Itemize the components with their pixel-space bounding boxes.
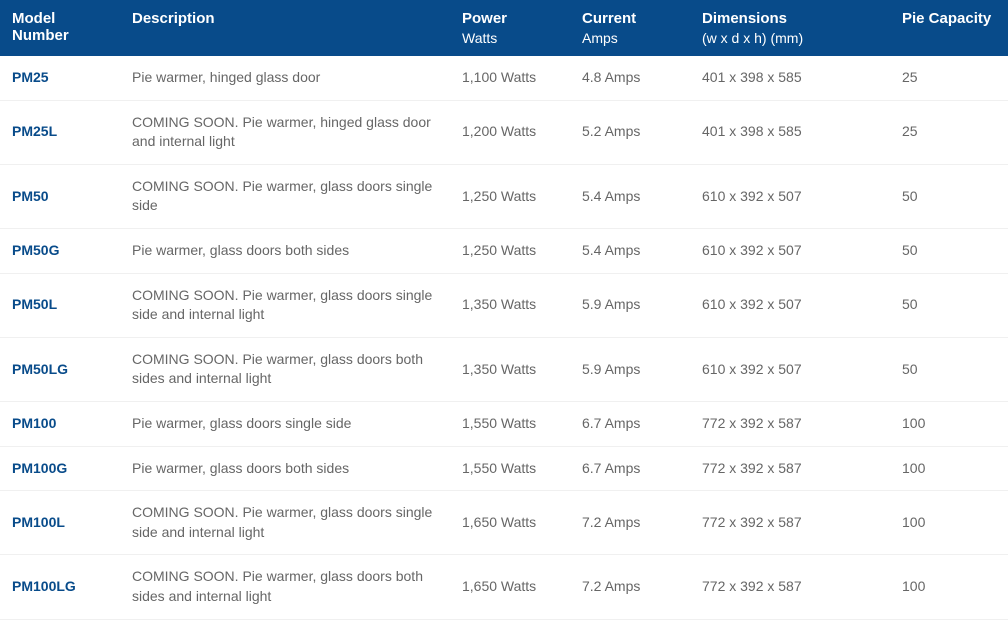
cell-model: PM100LG bbox=[0, 555, 120, 619]
cell-power: 1,550 Watts bbox=[450, 446, 570, 491]
col-header-capacity: Pie Capacity bbox=[890, 0, 1008, 56]
cell-description: COMING SOON. Pie warmer, glass doors bot… bbox=[120, 555, 450, 619]
cell-current: 7.2 Amps bbox=[570, 491, 690, 555]
cell-current: 5.9 Amps bbox=[570, 337, 690, 401]
cell-current: 7.2 Amps bbox=[570, 555, 690, 619]
cell-description: COMING SOON. Pie warmer, hinged glass do… bbox=[120, 100, 450, 164]
cell-power: 1,250 Watts bbox=[450, 228, 570, 273]
cell-capacity: 100 bbox=[890, 446, 1008, 491]
cell-capacity: 25 bbox=[890, 100, 1008, 164]
col-header-label: Description bbox=[132, 10, 215, 27]
cell-model: PM50 bbox=[0, 164, 120, 228]
cell-current: 6.7 Amps bbox=[570, 401, 690, 446]
col-header-power: Power Watts bbox=[450, 0, 570, 56]
cell-dimensions: 610 x 392 x 507 bbox=[690, 228, 890, 273]
cell-dimensions: 772 x 392 x 587 bbox=[690, 401, 890, 446]
cell-dimensions: 401 x 398 x 585 bbox=[690, 56, 890, 100]
cell-capacity: 50 bbox=[890, 164, 1008, 228]
cell-capacity: 100 bbox=[890, 555, 1008, 619]
cell-description: Pie warmer, glass doors both sides bbox=[120, 446, 450, 491]
cell-power: 1,650 Watts bbox=[450, 491, 570, 555]
cell-current: 6.7 Amps bbox=[570, 446, 690, 491]
col-header-dimensions: Dimensions (w x d x h) (mm) bbox=[690, 0, 890, 56]
table-row: PM50 COMING SOON. Pie warmer, glass door… bbox=[0, 164, 1008, 228]
cell-power: 1,350 Watts bbox=[450, 337, 570, 401]
cell-current: 5.2 Amps bbox=[570, 100, 690, 164]
table-body: PM25 Pie warmer, hinged glass door 1,100… bbox=[0, 56, 1008, 619]
cell-model: PM100 bbox=[0, 401, 120, 446]
cell-current: 5.4 Amps bbox=[570, 228, 690, 273]
cell-dimensions: 772 x 392 x 587 bbox=[690, 555, 890, 619]
cell-description: COMING SOON. Pie warmer, glass doors sin… bbox=[120, 491, 450, 555]
table-row: PM50L COMING SOON. Pie warmer, glass doo… bbox=[0, 273, 1008, 337]
cell-dimensions: 610 x 392 x 507 bbox=[690, 273, 890, 337]
col-header-sublabel: (w x d x h) (mm) bbox=[702, 30, 878, 46]
cell-description: COMING SOON. Pie warmer, glass doors sin… bbox=[120, 273, 450, 337]
col-header-label: Current bbox=[582, 10, 636, 27]
cell-dimensions: 772 x 392 x 587 bbox=[690, 446, 890, 491]
col-header-model: Model Number bbox=[0, 0, 120, 56]
product-spec-table: Model Number Description Power Watts Cur… bbox=[0, 0, 1008, 620]
col-header-sublabel: Watts bbox=[462, 30, 558, 46]
cell-model: PM100G bbox=[0, 446, 120, 491]
cell-power: 1,250 Watts bbox=[450, 164, 570, 228]
cell-capacity: 50 bbox=[890, 228, 1008, 273]
table-header-row: Model Number Description Power Watts Cur… bbox=[0, 0, 1008, 56]
table-row: PM25 Pie warmer, hinged glass door 1,100… bbox=[0, 56, 1008, 100]
cell-power: 1,200 Watts bbox=[450, 100, 570, 164]
table-row: PM50LG COMING SOON. Pie warmer, glass do… bbox=[0, 337, 1008, 401]
cell-model: PM50LG bbox=[0, 337, 120, 401]
cell-model: PM100L bbox=[0, 491, 120, 555]
cell-dimensions: 610 x 392 x 507 bbox=[690, 164, 890, 228]
cell-capacity: 25 bbox=[890, 56, 1008, 100]
cell-description: COMING SOON. Pie warmer, glass doors bot… bbox=[120, 337, 450, 401]
cell-model: PM25L bbox=[0, 100, 120, 164]
cell-dimensions: 772 x 392 x 587 bbox=[690, 491, 890, 555]
cell-current: 4.8 Amps bbox=[570, 56, 690, 100]
cell-power: 1,550 Watts bbox=[450, 401, 570, 446]
cell-model: PM50G bbox=[0, 228, 120, 273]
col-header-sublabel: Amps bbox=[582, 30, 678, 46]
cell-power: 1,650 Watts bbox=[450, 555, 570, 619]
cell-current: 5.4 Amps bbox=[570, 164, 690, 228]
cell-dimensions: 610 x 392 x 507 bbox=[690, 337, 890, 401]
table-row: PM100G Pie warmer, glass doors both side… bbox=[0, 446, 1008, 491]
table-row: PM100LG COMING SOON. Pie warmer, glass d… bbox=[0, 555, 1008, 619]
col-header-label: Model Number bbox=[12, 10, 69, 44]
cell-dimensions: 401 x 398 x 585 bbox=[690, 100, 890, 164]
cell-model: PM50L bbox=[0, 273, 120, 337]
table-row: PM100L COMING SOON. Pie warmer, glass do… bbox=[0, 491, 1008, 555]
cell-model: PM25 bbox=[0, 56, 120, 100]
cell-current: 5.9 Amps bbox=[570, 273, 690, 337]
cell-capacity: 100 bbox=[890, 491, 1008, 555]
cell-capacity: 50 bbox=[890, 273, 1008, 337]
cell-description: COMING SOON. Pie warmer, glass doors sin… bbox=[120, 164, 450, 228]
table-row: PM25L COMING SOON. Pie warmer, hinged gl… bbox=[0, 100, 1008, 164]
cell-capacity: 50 bbox=[890, 337, 1008, 401]
table-row: PM100 Pie warmer, glass doors single sid… bbox=[0, 401, 1008, 446]
cell-description: Pie warmer, glass doors single side bbox=[120, 401, 450, 446]
cell-description: Pie warmer, hinged glass door bbox=[120, 56, 450, 100]
col-header-label: Power bbox=[462, 10, 507, 27]
cell-capacity: 100 bbox=[890, 401, 1008, 446]
col-header-current: Current Amps bbox=[570, 0, 690, 56]
cell-description: Pie warmer, glass doors both sides bbox=[120, 228, 450, 273]
cell-power: 1,100 Watts bbox=[450, 56, 570, 100]
col-header-label: Dimensions bbox=[702, 10, 787, 27]
col-header-description: Description bbox=[120, 0, 450, 56]
col-header-label: Pie Capacity bbox=[902, 10, 991, 27]
cell-power: 1,350 Watts bbox=[450, 273, 570, 337]
table-row: PM50G Pie warmer, glass doors both sides… bbox=[0, 228, 1008, 273]
